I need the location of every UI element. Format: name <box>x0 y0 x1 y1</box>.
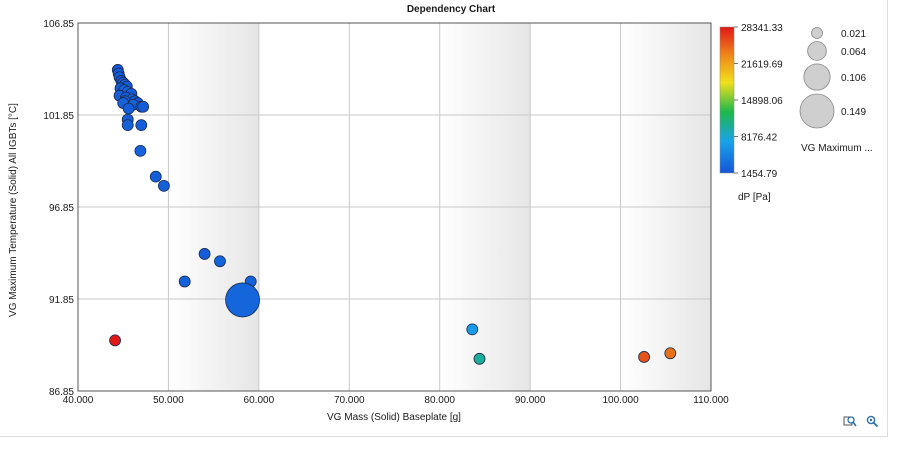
size-legend-marker <box>799 93 835 129</box>
size-legend-value: 0.064 <box>841 47 866 58</box>
data-point[interactable] <box>109 334 121 347</box>
color-scale-bar <box>719 26 735 174</box>
plot-area <box>77 22 712 392</box>
color-scale-tick-label: 1454.79 <box>741 169 778 180</box>
size-legend-marker <box>811 27 823 39</box>
x-tick-label: 100.000 <box>602 395 639 406</box>
color-scale-tick-label: 8176.42 <box>741 133 778 144</box>
dependency-chart: 40.000 50.000 60.000 70.000 80.000 90.000 100.… <box>8 4 873 423</box>
data-point[interactable] <box>122 102 135 115</box>
size-legend-value: 0.149 <box>841 107 866 118</box>
size-legend-value: 0.106 <box>841 73 866 84</box>
data-point[interactable] <box>198 248 211 260</box>
x-tick-label: 110.000 <box>693 395 729 406</box>
size-legend-marker <box>807 41 827 61</box>
data-point[interactable] <box>137 100 150 113</box>
y-tick-label: 96.85 <box>49 203 74 214</box>
y-axis-label: VG Maximum Temperature (Solid) All IGBTs… <box>8 103 19 317</box>
data-point[interactable] <box>225 282 260 318</box>
size-legend-value: 0.021 <box>841 29 866 40</box>
y-tick-label: 86.85 <box>49 387 74 398</box>
data-point[interactable] <box>473 352 486 365</box>
data-point[interactable] <box>149 170 162 183</box>
color-scale-tick-label: 14898.06 <box>741 96 783 107</box>
chart-title: Dependency Chart <box>407 4 496 15</box>
x-tick-label: 40.000 <box>63 395 94 406</box>
x-tick-label: 90.000 <box>515 395 546 406</box>
color-scale-tick-label: 28341.33 <box>741 23 783 34</box>
y-tick-label: 101.85 <box>43 111 74 122</box>
zoom-settings-icon[interactable] <box>865 414 879 428</box>
y-tick-label: 106.85 <box>43 19 74 30</box>
x-tick-label: 80.000 <box>424 395 455 406</box>
x-tick-label: 50.000 <box>153 395 184 406</box>
data-point[interactable] <box>121 119 134 132</box>
y-tick-label: 91.85 <box>49 295 74 306</box>
x-tick-label: 70.000 <box>334 395 365 406</box>
data-point[interactable] <box>134 144 147 157</box>
x-axis-label: VG Mass (Solid) Baseplate [g] <box>327 412 461 423</box>
color-scale-tick-label: 21619.69 <box>741 60 783 71</box>
color-scale-label: dP [Pa] <box>738 192 771 203</box>
size-legend-label: VG Maximum ... <box>801 143 873 154</box>
data-point[interactable] <box>135 119 148 132</box>
data-point[interactable] <box>466 323 479 336</box>
data-point[interactable] <box>638 351 650 363</box>
data-point[interactable] <box>664 347 677 360</box>
data-point[interactable] <box>214 255 226 268</box>
chart-panel: 40.000 50.000 60.000 70.000 80.000 90.000 100.… <box>0 0 888 437</box>
data-point[interactable] <box>158 179 170 192</box>
data-point[interactable] <box>178 275 191 288</box>
zoom-icon[interactable] <box>843 414 857 428</box>
size-legend-marker <box>803 63 831 91</box>
x-tick-label: 60.000 <box>244 395 275 406</box>
